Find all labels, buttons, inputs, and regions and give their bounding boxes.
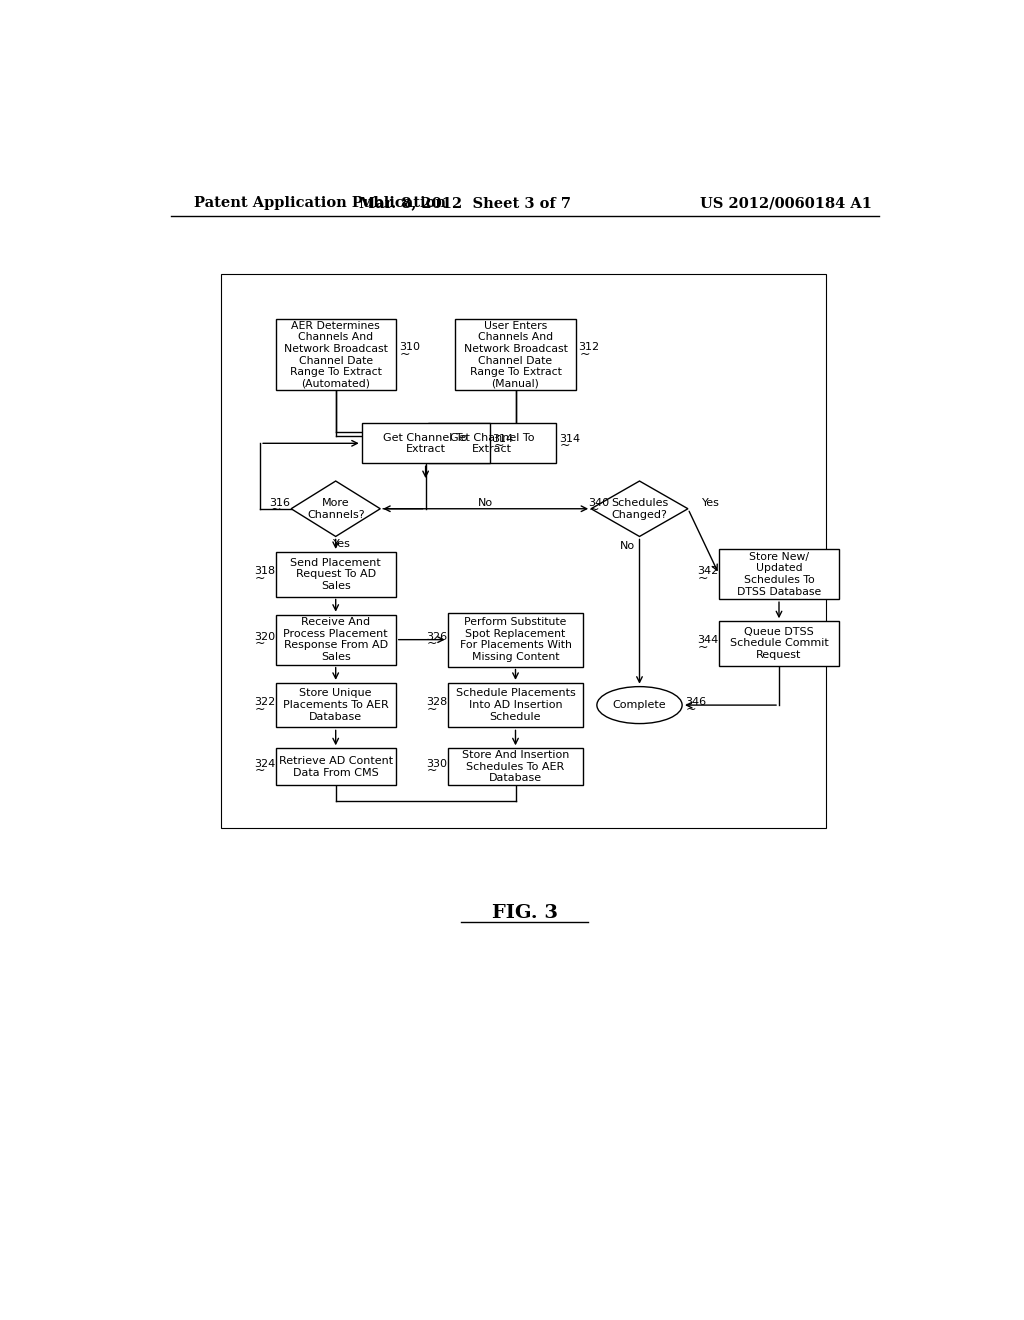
Text: ~: ~ [427,638,437,649]
Text: ~: ~ [494,440,504,453]
Text: Store Unique
Placements To AER
Database: Store Unique Placements To AER Database [283,689,388,722]
Text: 318: 318 [254,566,275,576]
Text: Queue DTSS
Schedule Commit
Request: Queue DTSS Schedule Commit Request [730,627,828,660]
FancyBboxPatch shape [275,552,395,597]
FancyBboxPatch shape [447,612,584,667]
Text: ~: ~ [255,572,265,585]
Text: US 2012/0060184 A1: US 2012/0060184 A1 [700,197,872,210]
Text: 346: 346 [685,697,707,708]
FancyBboxPatch shape [456,319,575,391]
Text: User Enters
Channels And
Network Broadcast
Channel Date
Range To Extract
(Manual: User Enters Channels And Network Broadca… [464,321,567,389]
Text: Get Channel To
Extract: Get Channel To Extract [450,433,535,454]
Text: Patent Application Publication: Patent Application Publication [194,197,445,210]
Text: ~: ~ [427,764,437,777]
Text: 326: 326 [426,631,447,642]
Text: ~: ~ [686,702,696,715]
Text: Store New/
Updated
Schedules To
DTSS Database: Store New/ Updated Schedules To DTSS Dat… [737,552,821,597]
Text: 310: 310 [399,342,420,352]
FancyBboxPatch shape [275,319,395,391]
Text: 342: 342 [697,566,719,576]
Text: Schedules
Changed?: Schedules Changed? [611,498,668,520]
Text: Mar. 8, 2012  Sheet 3 of 7: Mar. 8, 2012 Sheet 3 of 7 [359,197,571,210]
Text: 320: 320 [254,631,275,642]
FancyBboxPatch shape [719,549,839,599]
Text: ~: ~ [560,440,570,453]
FancyBboxPatch shape [447,748,584,785]
Text: 344: 344 [697,635,719,645]
FancyBboxPatch shape [447,682,584,727]
Ellipse shape [597,686,682,723]
Text: 316: 316 [269,498,291,508]
Text: ~: ~ [580,347,590,360]
Text: 314: 314 [493,434,514,444]
Text: 314: 314 [559,434,581,444]
Text: Get Channel To
Extract: Get Channel To Extract [383,433,468,454]
Text: 322: 322 [254,697,275,708]
FancyBboxPatch shape [719,622,839,665]
Text: ~: ~ [589,503,599,516]
FancyBboxPatch shape [428,424,556,463]
Text: No: No [621,541,636,550]
Text: Send Placement
Request To AD
Sales: Send Placement Request To AD Sales [291,557,381,591]
Text: Yes: Yes [333,539,351,549]
Text: Store And Insertion
Schedules To AER
Database: Store And Insertion Schedules To AER Dat… [462,750,569,783]
Polygon shape [291,480,380,536]
Text: ~: ~ [427,702,437,715]
Text: ~: ~ [255,764,265,777]
Text: Schedule Placements
Into AD Insertion
Schedule: Schedule Placements Into AD Insertion Sc… [456,689,575,722]
Text: 330: 330 [426,759,447,768]
Text: Perform Substitute
Spot Replacement
For Placements With
Missing Content: Perform Substitute Spot Replacement For … [460,618,571,663]
Text: FIG. 3: FIG. 3 [492,904,558,921]
Text: AER Determines
Channels And
Network Broadcast
Channel Date
Range To Extract
(Aut: AER Determines Channels And Network Broa… [284,321,388,389]
Text: ~: ~ [255,702,265,715]
FancyBboxPatch shape [275,748,395,785]
Text: Retrieve AD Content
Data From CMS: Retrieve AD Content Data From CMS [279,756,393,777]
Text: More
Channels?: More Channels? [307,498,365,520]
Text: ~: ~ [399,347,411,360]
Text: Yes: Yes [702,498,720,508]
Text: 340: 340 [588,498,609,508]
Text: Complete: Complete [612,700,667,710]
Polygon shape [591,480,688,536]
Text: ~: ~ [270,503,281,516]
Text: 312: 312 [579,342,600,352]
FancyBboxPatch shape [361,424,489,463]
Text: ~: ~ [698,572,709,585]
FancyBboxPatch shape [275,682,395,727]
Text: 324: 324 [254,759,275,768]
Text: ~: ~ [698,640,709,653]
Text: ~: ~ [255,638,265,649]
Text: No: No [478,498,494,508]
FancyBboxPatch shape [275,615,395,665]
Text: 328: 328 [426,697,447,708]
Text: Receive And
Process Placement
Response From AD
Sales: Receive And Process Placement Response F… [284,618,388,663]
